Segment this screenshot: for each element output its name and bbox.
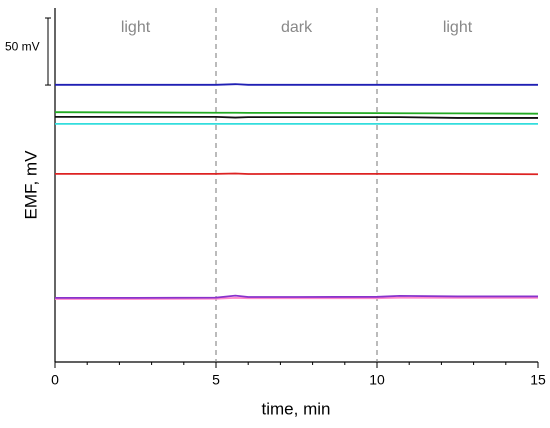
data-line <box>54 111 539 115</box>
region-label: dark <box>281 19 313 36</box>
x-tick-label: 5 <box>212 372 220 388</box>
data-line <box>55 83 538 86</box>
data-line <box>55 115 538 119</box>
data-line <box>55 296 538 300</box>
data-line <box>55 294 538 299</box>
data-line <box>55 172 539 176</box>
region-label: light <box>443 19 473 36</box>
x-axis-label: time, min <box>262 399 331 418</box>
region-label: light <box>121 19 151 36</box>
scale-bar-label: 50 mV <box>5 40 40 54</box>
x-tick-label: 10 <box>369 372 385 388</box>
x-tick-label: 0 <box>51 372 59 388</box>
x-tick-label: 15 <box>530 372 546 388</box>
y-axis-label: EMF, mV <box>21 150 40 220</box>
